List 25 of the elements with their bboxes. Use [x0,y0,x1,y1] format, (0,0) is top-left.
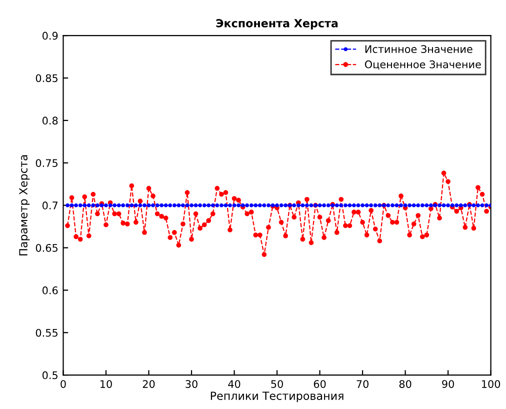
x-tick-label: 70 [356,380,368,388]
x-tick-label: 90 [442,380,454,388]
x-tick-label: 10 [100,380,112,388]
y-tick-label: 0.65 [36,244,58,252]
y-tick-label: 0.6 [42,286,58,294]
chart-title: Экспонента Херста [216,19,338,30]
x-tick-label: 80 [399,380,412,388]
y-tick-label: 0.8 [42,116,58,125]
x-tick-label: 100 [482,380,500,388]
y-tick-label: 0.9 [42,32,58,40]
y-tick-label: 0.5 [42,371,58,380]
x-axis-title: Реплики Тестирования [210,392,344,402]
y-tick-label: 0.55 [36,328,58,337]
x-tick-label: 20 [142,380,155,388]
y-tick-label: 0.75 [36,159,58,167]
x-tick-label: 60 [314,380,326,388]
y-tick-label: 0.7 [42,202,58,210]
x-tick-label: 40 [228,380,240,388]
legend-label: Истинное Значение [365,45,472,54]
x-tick-label: 0 [60,380,66,388]
y-tick-label: 0.85 [36,74,58,82]
x-tick-label: 30 [186,380,198,388]
y-axis-title: Параметр Херста [19,155,30,256]
x-tick-label: 50 [271,380,283,388]
legend-label: Оцененное Значение [364,60,481,70]
